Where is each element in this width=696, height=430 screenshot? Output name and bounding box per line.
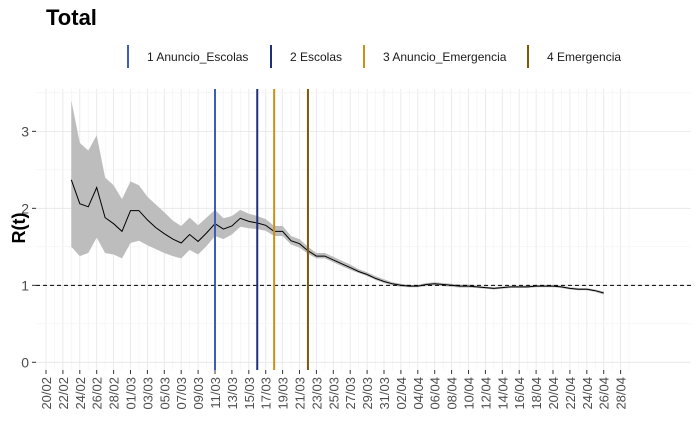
x-tick-label: 13/03	[225, 377, 240, 410]
x-tick-label: 18/04	[529, 377, 544, 410]
x-tick-label: 28/02	[107, 377, 122, 410]
x-tick-label: 31/03	[377, 377, 392, 410]
x-tick-label: 05/03	[157, 377, 172, 410]
y-tick-label: 3	[21, 123, 29, 139]
x-tick-label: 12/04	[478, 377, 493, 410]
y-tick-label: 2	[21, 200, 29, 216]
legend: 1 Anuncio_Escolas 2 Escolas 3 Anuncio_Emer…	[127, 45, 621, 68]
x-tick-label: 10/04	[462, 377, 477, 410]
x-tick-label: 20/02	[39, 377, 54, 410]
x-tick-label: 07/03	[174, 377, 189, 410]
x-tick-label: 16/04	[512, 377, 527, 410]
legend-label: 4 Emergencia	[547, 50, 621, 64]
x-tick-label: 20/04	[546, 377, 561, 410]
x-tick-label: 29/03	[360, 377, 375, 410]
y-tick-label: 0	[21, 354, 29, 370]
chart-title: Total	[46, 5, 97, 30]
x-axis-ticks: 20/02 22/02 24/02 26/02 28/02 01/03 03/03 05/03…	[39, 370, 629, 410]
confidence-band	[71, 100, 604, 295]
x-tick-label: 19/03	[276, 377, 291, 410]
x-tick-label: 22/04	[563, 377, 578, 410]
x-tick-label: 17/03	[259, 377, 274, 410]
x-tick-label: 09/03	[191, 377, 206, 410]
x-tick-label: 26/04	[597, 377, 612, 410]
x-tick-label: 23/03	[309, 377, 324, 410]
x-tick-label: 06/04	[428, 377, 443, 410]
series-line	[70, 179, 604, 294]
x-tick-label: 14/04	[495, 377, 510, 410]
x-tick-label: 24/02	[73, 377, 88, 410]
x-tick-label: 28/04	[614, 377, 629, 410]
legend-label: 2 Escolas	[290, 50, 342, 64]
x-tick-label: 21/03	[293, 377, 308, 410]
y-tick-label: 1	[21, 277, 29, 293]
x-tick-label: 27/03	[343, 377, 358, 410]
event-lines	[214, 89, 309, 370]
x-tick-label: 22/02	[56, 377, 71, 410]
legend-label: 3 Anuncio_Emergencia	[383, 50, 507, 64]
x-tick-label: 25/03	[326, 377, 341, 410]
x-tick-label: 15/03	[242, 377, 257, 410]
y-axis-ticks: 0 1 2 3	[21, 123, 36, 370]
x-tick-label: 24/04	[580, 377, 595, 410]
plot-area	[36, 89, 691, 370]
x-tick-label: 11/03	[208, 377, 223, 409]
x-tick-label: 03/03	[140, 377, 155, 410]
legend-label: 1 Anuncio_Escolas	[147, 50, 248, 64]
x-tick-label: 04/04	[411, 377, 426, 410]
x-tick-label: 08/04	[445, 377, 460, 410]
x-tick-label: 01/03	[124, 377, 139, 410]
x-tick-label: 02/04	[394, 377, 409, 410]
x-tick-label: 26/02	[90, 377, 105, 410]
y-axis-label: R(t)	[9, 213, 29, 244]
